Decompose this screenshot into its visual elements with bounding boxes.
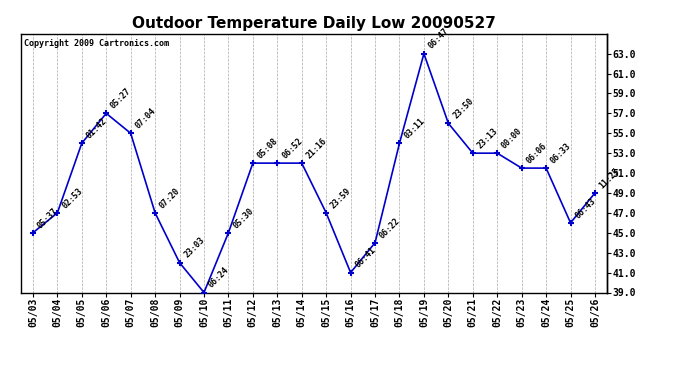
Text: Copyright 2009 Cartronics.com: Copyright 2009 Cartronics.com: [23, 39, 168, 48]
Text: 11:25: 11:25: [598, 166, 622, 190]
Text: 06:41: 06:41: [353, 246, 377, 270]
Text: 06:43: 06:43: [573, 196, 598, 220]
Text: 02:53: 02:53: [60, 186, 84, 210]
Text: 06:24: 06:24: [207, 266, 230, 290]
Text: 00:00: 00:00: [500, 126, 524, 150]
Text: 05:08: 05:08: [255, 136, 279, 160]
Text: 06:47: 06:47: [426, 27, 451, 51]
Text: 23:03: 23:03: [182, 236, 206, 260]
Text: 06:52: 06:52: [280, 136, 304, 160]
Text: 01:42: 01:42: [85, 116, 108, 141]
Text: 05:37: 05:37: [36, 206, 60, 230]
Text: 07:20: 07:20: [158, 186, 182, 210]
Title: Outdoor Temperature Daily Low 20090527: Outdoor Temperature Daily Low 20090527: [132, 16, 496, 31]
Text: 07:04: 07:04: [133, 106, 157, 130]
Text: 21:16: 21:16: [304, 136, 328, 160]
Text: 06:22: 06:22: [378, 216, 402, 240]
Text: 05:30: 05:30: [231, 206, 255, 230]
Text: 06:06: 06:06: [524, 141, 549, 165]
Text: 03:11: 03:11: [402, 116, 426, 141]
Text: 23:50: 23:50: [451, 96, 475, 120]
Text: 23:13: 23:13: [475, 126, 500, 150]
Text: 05:27: 05:27: [109, 87, 133, 111]
Text: 23:59: 23:59: [329, 186, 353, 210]
Text: 06:33: 06:33: [549, 141, 573, 165]
